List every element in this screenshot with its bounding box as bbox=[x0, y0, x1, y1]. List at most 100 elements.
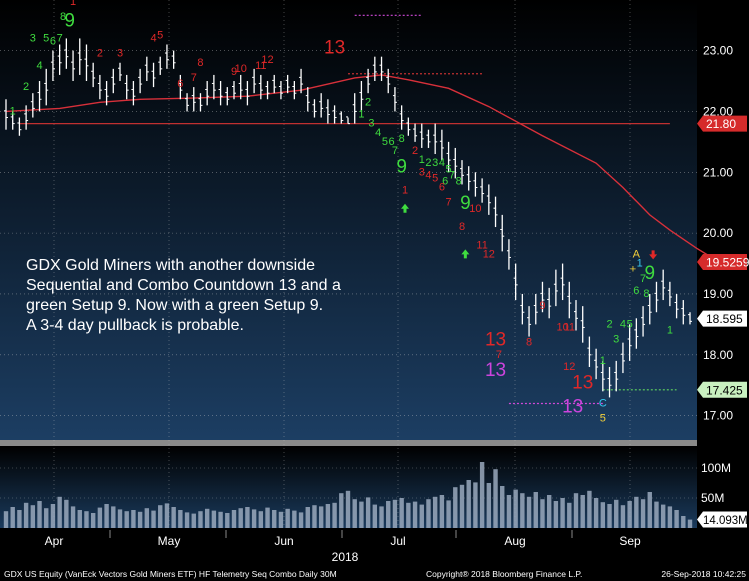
setup-count-label: 13 bbox=[485, 330, 506, 351]
setup-count-label: 1 bbox=[70, 0, 76, 8]
setup-count-label: 1 bbox=[358, 109, 364, 121]
y-tick-label: 18.00 bbox=[703, 348, 733, 362]
volume-bar bbox=[432, 496, 438, 528]
setup-count-label: 3 bbox=[613, 334, 619, 346]
setup-count-label: 8 bbox=[526, 337, 532, 349]
signal-arrows bbox=[401, 203, 658, 260]
volume-bar bbox=[667, 506, 673, 528]
volume-bar bbox=[339, 493, 344, 528]
volume-bar bbox=[10, 507, 15, 528]
volume-bar bbox=[332, 502, 337, 528]
year-label: 2018 bbox=[332, 550, 359, 564]
x-axis: Apr May Jun Jul Aug Sep bbox=[45, 530, 641, 548]
volume-bar bbox=[57, 496, 62, 528]
volume-bar bbox=[97, 507, 103, 528]
volume-bar bbox=[298, 512, 304, 528]
price-tag-label: 19.5259 bbox=[706, 255, 749, 269]
setup-count-label: 2 bbox=[23, 81, 29, 93]
setup-count-label: 5 bbox=[157, 29, 163, 41]
price-tag bbox=[697, 253, 747, 270]
setup-count-label: 2 bbox=[365, 96, 371, 108]
volume-bar bbox=[3, 511, 9, 528]
setup-count-label: 9 bbox=[396, 156, 407, 177]
volume-bar bbox=[23, 502, 29, 528]
volume-bar bbox=[238, 508, 243, 528]
setup-count-label: 4 bbox=[620, 318, 626, 330]
setup-count-label: 13 bbox=[485, 360, 506, 381]
y-tick-label: 20.00 bbox=[703, 226, 733, 240]
volume-bar bbox=[379, 506, 384, 528]
y-tick-label: 23.00 bbox=[703, 44, 733, 58]
volume-bar bbox=[486, 483, 492, 528]
moving-average-line bbox=[5, 74, 718, 262]
setup-count-label: 9 bbox=[539, 300, 545, 312]
setup-count-label: 8 bbox=[60, 11, 66, 23]
setup-count-label: 8 bbox=[399, 133, 405, 145]
volume-bar bbox=[453, 487, 458, 528]
volume-bar bbox=[218, 511, 223, 528]
volume-bar bbox=[50, 504, 56, 528]
volume-bar bbox=[614, 499, 619, 528]
setup-count-label: 3 bbox=[30, 32, 36, 44]
volume-bar bbox=[211, 510, 217, 528]
setup-count-label: 4 bbox=[36, 60, 42, 72]
setup-count-label: 9 bbox=[644, 263, 655, 284]
setup-count-label: 3 bbox=[432, 157, 438, 169]
y-tick-label: 21.00 bbox=[703, 165, 733, 179]
x-tick-label: Sep bbox=[619, 534, 641, 548]
volume-bar bbox=[479, 462, 485, 528]
volume-bar bbox=[533, 492, 538, 528]
footer-timestamp: 26-Sep-2018 10:42:25 bbox=[661, 569, 746, 579]
volume-bar bbox=[137, 511, 143, 528]
setup-count-label: 6 bbox=[50, 36, 56, 48]
price-tag-label: 18.595 bbox=[706, 312, 743, 326]
volume-bar bbox=[526, 496, 532, 528]
x-tick-label: Jun bbox=[274, 534, 293, 548]
volume-bar bbox=[647, 492, 652, 528]
volume-bar bbox=[164, 503, 170, 528]
volume-bar bbox=[372, 504, 378, 528]
setup-count-label: 4 bbox=[425, 169, 431, 181]
setup-count-label: 11 bbox=[564, 321, 575, 333]
volume-bars bbox=[3, 462, 693, 528]
volume-bar bbox=[560, 498, 565, 528]
setup-count-label: 6 bbox=[389, 136, 395, 148]
volume-bar bbox=[359, 501, 364, 528]
setup-count-label: 10 bbox=[469, 203, 481, 215]
setup-count-label: 8 bbox=[459, 221, 465, 233]
setup-count-label: 1 bbox=[667, 325, 673, 337]
volume-bar bbox=[620, 505, 626, 528]
setup-count-label: 4 bbox=[375, 127, 381, 139]
volume-bar bbox=[305, 507, 310, 528]
setup-count-label: 5 bbox=[43, 32, 49, 44]
setup-count-label: 1 bbox=[10, 105, 16, 117]
volume-bar bbox=[587, 490, 592, 528]
level-lines bbox=[19, 14, 677, 405]
volume-bar bbox=[540, 499, 545, 528]
setup-count-label: 5 bbox=[627, 318, 633, 330]
footer-copyright: Copyright® 2018 Bloomberg Finance L.P. bbox=[426, 569, 582, 579]
volume-bar bbox=[674, 510, 679, 528]
setup-count-label: 13 bbox=[572, 372, 593, 393]
volume-bar bbox=[278, 511, 284, 528]
volume-bar bbox=[37, 501, 42, 528]
price-tag bbox=[697, 381, 747, 398]
setup-count-label: 1 bbox=[419, 154, 425, 166]
arrow-up-icon bbox=[461, 249, 470, 259]
volume-bar bbox=[318, 506, 324, 528]
volume-bar bbox=[466, 480, 471, 528]
setup-count-label: 6 bbox=[633, 285, 639, 297]
setup-count-label: 7 bbox=[640, 273, 646, 285]
price-tag-label: 17.425 bbox=[706, 383, 743, 397]
volume-bar bbox=[580, 495, 585, 528]
setup-count-label: 7 bbox=[57, 32, 63, 44]
volume-bar bbox=[178, 510, 183, 528]
setup-count-label: 5 bbox=[432, 172, 438, 184]
setup-count-label: 10 bbox=[556, 321, 568, 333]
volume-bar bbox=[325, 504, 331, 528]
volume-bar bbox=[245, 507, 250, 528]
setup-count-label: 8 bbox=[456, 175, 462, 187]
volume-bar bbox=[272, 510, 277, 528]
